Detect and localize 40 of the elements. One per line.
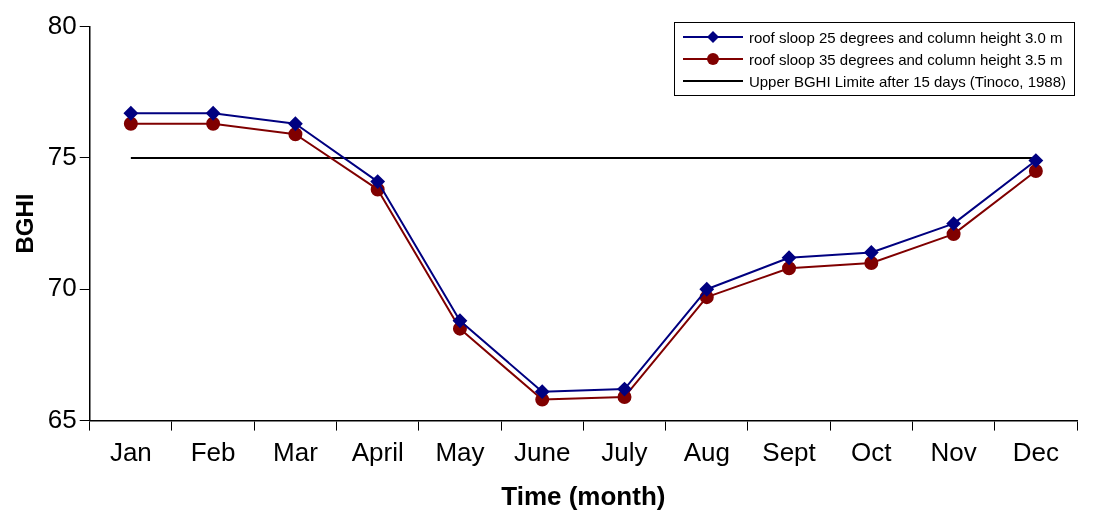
legend-label: Upper BGHI Limite after 15 days (Tinoco, 1988): [748, 72, 1066, 90]
point: [535, 384, 550, 399]
point: [782, 261, 797, 276]
y-tick-label: 75: [47, 141, 77, 172]
point: [699, 282, 714, 297]
x-tick-label: Sept: [762, 437, 817, 468]
point: [452, 313, 467, 328]
point: [370, 174, 385, 189]
point: [946, 216, 961, 231]
x-tick-label: Mar: [273, 437, 319, 468]
x-tick-label: Feb: [190, 437, 236, 468]
y-axis-title: BGHI: [11, 193, 39, 254]
point: [288, 127, 303, 142]
x-tick-label: June: [514, 437, 571, 468]
legend-label: roof sloop 25 degrees and column height 3.0 m: [748, 28, 1063, 46]
y-tick-label: 70: [47, 272, 77, 303]
point: [1028, 164, 1043, 179]
x-tick-label: Aug: [683, 437, 730, 468]
x-axis-title: Time (month): [501, 480, 666, 511]
point: [123, 106, 138, 121]
point: [864, 256, 879, 270]
point: [1028, 153, 1043, 168]
x-tick-label: Nov: [930, 437, 977, 468]
x-tick-label: May: [435, 437, 485, 468]
x-tick-label: Jan: [109, 437, 152, 468]
y-tick-label: 65: [47, 403, 77, 434]
point: [864, 245, 879, 260]
x-tick-label: July: [601, 437, 648, 468]
point: [288, 116, 303, 131]
y-tick-label: 80: [47, 9, 77, 40]
point: [123, 116, 138, 131]
point: [206, 116, 221, 131]
point: [946, 227, 961, 242]
point: [617, 382, 632, 397]
point: [206, 106, 221, 121]
legend-label: roof sloop 35 degrees and column height 3.5 m: [748, 50, 1063, 68]
x-tick-label: April: [351, 437, 404, 468]
x-tick-label: Dec: [1012, 437, 1059, 468]
point: [782, 250, 797, 265]
x-tick-label: Oct: [851, 437, 893, 468]
